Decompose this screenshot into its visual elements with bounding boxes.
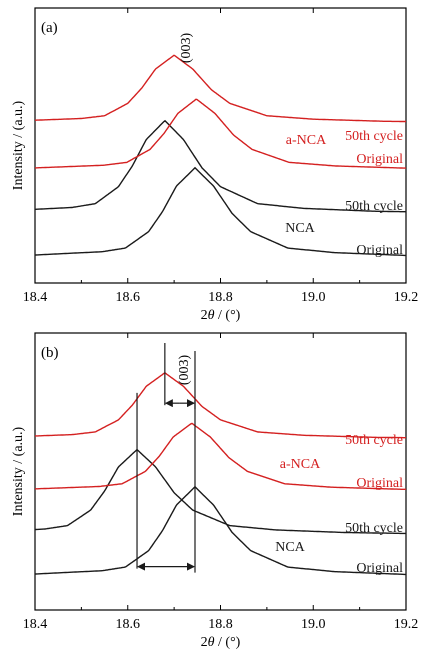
series-line-nca-original — [35, 485, 406, 576]
curve-label: 50th cycle — [345, 129, 403, 144]
curve-label: 50th cycle — [345, 521, 403, 536]
x-axis-label-suffix: / (°) — [215, 635, 241, 650]
curve-label: NCA — [275, 540, 305, 555]
y-axis-label: Intensity / (a.u.) — [11, 100, 26, 190]
x-tick-label: 18.4 — [23, 290, 48, 305]
x-tick-label: 19.0 — [301, 290, 326, 305]
y-axis-label: Intensity / (a.u.) — [11, 426, 26, 516]
x-tick-label: 18.6 — [116, 290, 141, 305]
x-axis-label-prefix: 2 — [201, 308, 208, 323]
chart-panel-b: 18.4 18.6 18.8 19.0 19.2 2θ / (°) Intensity / … — [11, 332, 419, 650]
curve-label: Original — [356, 243, 403, 258]
x-tick-label: 18.6 — [116, 617, 141, 632]
x-axis-label-prefix: 2 — [201, 635, 208, 650]
x-tick-label: 18.8 — [208, 617, 233, 632]
curve-label: 50th cycle — [345, 433, 403, 448]
curve-label: Original — [356, 476, 403, 491]
curve-label: Original — [356, 152, 403, 167]
series-line-nca-50th-cycle — [35, 448, 406, 535]
plot-frame — [34, 7, 407, 284]
chart-panel-a: 18.4 18.6 18.8 19.0 19.2 2θ / (°) Intensity / … — [11, 7, 419, 323]
curve-label: a-NCA — [280, 457, 321, 472]
x-axis-label-theta: θ — [208, 308, 215, 323]
series-line-nca-original — [35, 166, 406, 257]
series-line-a-nca-original — [35, 98, 406, 169]
series-line-a-nca-50th-cycle — [34, 372, 406, 439]
x-tick-label: 18.8 — [208, 290, 233, 305]
x-tick-label: 19.0 — [301, 617, 326, 632]
series-line-a-nca-50th-cycle — [35, 54, 406, 123]
x-axis-label-theta: θ — [208, 635, 215, 650]
curve-label: Original — [356, 561, 403, 576]
peak-annotation: (003) — [177, 355, 192, 386]
curve-label: 50th cycle — [345, 199, 403, 214]
x-tick-label: 19.2 — [394, 617, 419, 632]
x-axis-label: 2θ / (°) — [201, 635, 241, 650]
x-axis-label: 2θ / (°) — [201, 308, 241, 323]
series-line-nca-50th-cycle — [35, 119, 407, 213]
curve-label: a-NCA — [286, 133, 327, 148]
curve-label: NCA — [285, 221, 315, 236]
x-tick-label: 19.2 — [394, 290, 419, 305]
plot-frame — [34, 332, 407, 611]
panel-label: (a) — [41, 20, 58, 36]
panel-label: (b) — [41, 345, 59, 361]
peak-annotation: (003) — [179, 33, 194, 64]
series-line-a-nca-original — [34, 422, 406, 490]
x-tick-label: 18.4 — [23, 617, 48, 632]
x-axis-label-suffix: / (°) — [215, 308, 241, 323]
